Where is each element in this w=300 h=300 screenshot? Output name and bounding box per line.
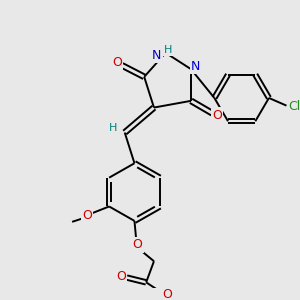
Text: Cl: Cl xyxy=(288,100,300,113)
Text: N: N xyxy=(191,60,200,73)
Text: H: H xyxy=(164,45,172,55)
Text: O: O xyxy=(163,288,172,300)
Text: O: O xyxy=(212,109,222,122)
Text: N: N xyxy=(152,49,162,62)
Text: O: O xyxy=(112,56,122,69)
Text: H: H xyxy=(109,123,117,133)
Text: O: O xyxy=(133,238,142,251)
Text: O: O xyxy=(82,208,92,222)
Text: O: O xyxy=(116,270,126,283)
